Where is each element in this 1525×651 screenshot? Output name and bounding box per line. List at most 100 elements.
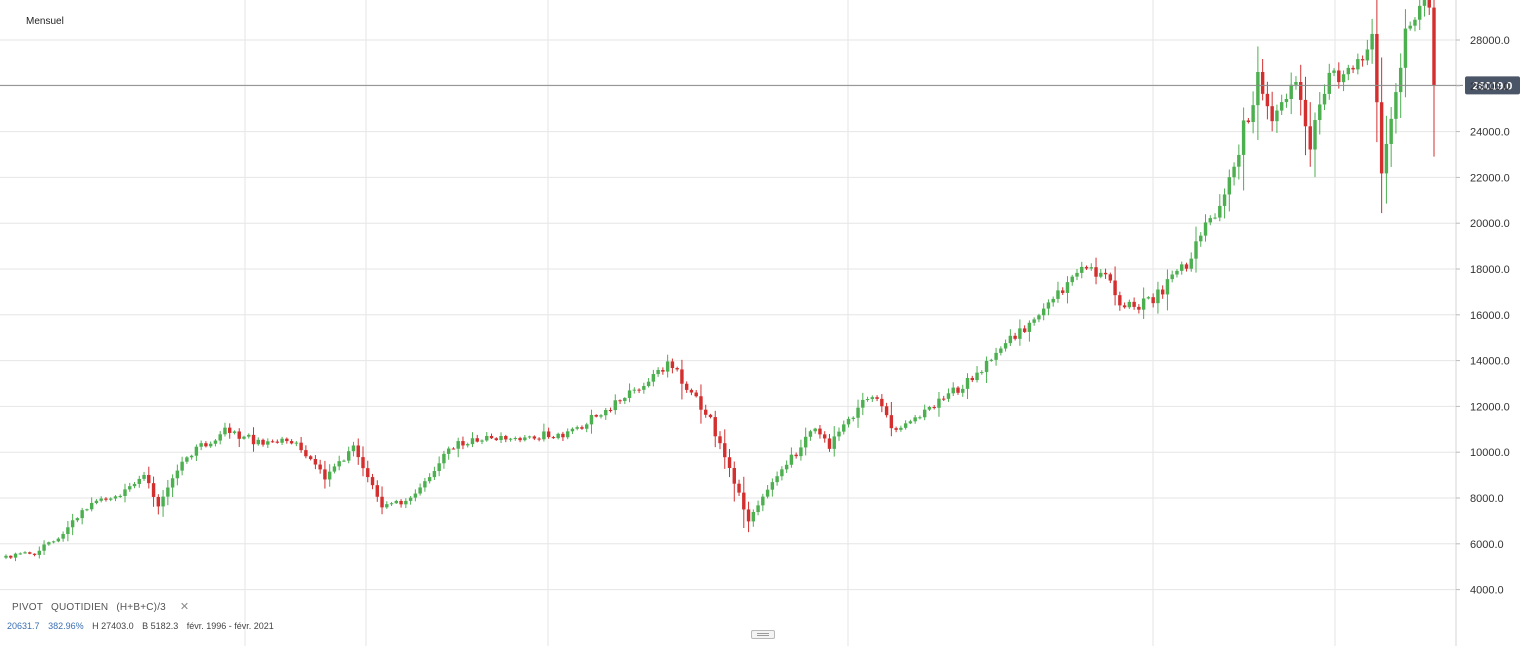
candle — [818, 425, 822, 439]
candle-body — [404, 500, 408, 505]
candle-body — [456, 441, 460, 449]
candle — [784, 460, 789, 473]
candle — [1222, 188, 1227, 219]
candle — [1146, 296, 1151, 300]
candle-body — [1051, 298, 1055, 303]
candle-body — [1018, 328, 1022, 339]
resize-handle-icon[interactable] — [751, 630, 775, 639]
candle — [737, 479, 741, 496]
candle — [1108, 272, 1113, 284]
candle-body — [1384, 143, 1389, 174]
candle — [1313, 112, 1317, 178]
candle-body — [661, 369, 665, 372]
candle — [1160, 285, 1165, 299]
candle-body — [827, 438, 832, 449]
candle-body — [446, 448, 451, 454]
stat-high: H 27403.0 — [92, 621, 134, 631]
candle-body — [61, 533, 65, 539]
candle-body — [1260, 71, 1265, 94]
candle — [1308, 102, 1312, 167]
candle — [546, 427, 551, 439]
candle-body — [461, 441, 465, 446]
candle-body — [1160, 289, 1165, 295]
candle — [228, 423, 232, 439]
candle-body — [780, 469, 784, 477]
candle-body — [680, 369, 684, 384]
period-label[interactable]: Mensuel — [26, 16, 64, 27]
candle — [4, 554, 8, 560]
candle-body — [813, 428, 817, 432]
candle-body — [1427, 0, 1431, 8]
candle — [532, 435, 537, 441]
candle-body — [166, 487, 170, 497]
candle — [585, 422, 589, 433]
candle-body — [642, 386, 646, 390]
candle-body — [784, 464, 789, 470]
candle-body — [1194, 241, 1198, 259]
candle — [1346, 64, 1351, 81]
candle-body — [1170, 274, 1174, 280]
candle-body — [56, 538, 61, 542]
candle — [813, 427, 817, 434]
candle — [1375, 0, 1379, 143]
candle — [1203, 214, 1208, 242]
candle-body — [342, 460, 346, 462]
candle — [1175, 268, 1179, 278]
candle — [1061, 287, 1065, 295]
candle-body — [1103, 272, 1108, 275]
candle-body — [646, 381, 651, 387]
candle — [732, 461, 736, 502]
y-tick-label: 18000.0 — [1470, 264, 1510, 276]
candle-body — [870, 397, 875, 400]
candle-body — [494, 438, 498, 441]
candle-body — [485, 435, 489, 441]
candle — [361, 446, 365, 477]
candle-body — [451, 448, 456, 450]
candle-body — [47, 542, 51, 545]
candle — [1027, 320, 1032, 342]
candle — [513, 436, 518, 441]
candle-body — [70, 520, 75, 528]
candle — [327, 464, 332, 487]
candle-body — [261, 439, 265, 445]
candle-body — [499, 436, 503, 441]
candle — [404, 498, 408, 509]
candle-body — [408, 497, 413, 501]
candle-body — [704, 409, 708, 415]
candle — [437, 456, 441, 477]
candle — [1327, 63, 1331, 100]
candle — [1037, 313, 1041, 323]
candle — [761, 493, 765, 512]
y-tick-label: 8000.0 — [1470, 493, 1504, 505]
candle — [427, 473, 432, 484]
y-tick-label: 6000.0 — [1470, 539, 1504, 551]
candle — [580, 425, 584, 430]
candle — [723, 429, 727, 469]
candle — [1337, 62, 1341, 89]
candle — [1127, 299, 1132, 310]
candle-body — [85, 509, 89, 511]
candle-body — [899, 427, 903, 430]
candle-body — [542, 431, 546, 440]
candle-body — [575, 427, 579, 429]
close-icon[interactable]: ✕ — [179, 601, 190, 613]
candle-body — [1175, 270, 1179, 275]
y-tick-label: 12000.0 — [1470, 401, 1510, 413]
candle-body — [413, 493, 418, 498]
candle — [708, 413, 713, 419]
candle — [794, 452, 798, 459]
candle-body — [213, 440, 218, 444]
candle — [1213, 213, 1217, 220]
candle — [261, 438, 265, 447]
candle — [823, 431, 827, 443]
candle-body — [742, 492, 746, 510]
candle — [175, 464, 180, 486]
candle-body — [94, 500, 99, 503]
candle — [1384, 115, 1389, 204]
candle — [1032, 317, 1036, 326]
candle — [1022, 325, 1027, 333]
candle — [1070, 274, 1074, 286]
candle — [213, 439, 218, 447]
